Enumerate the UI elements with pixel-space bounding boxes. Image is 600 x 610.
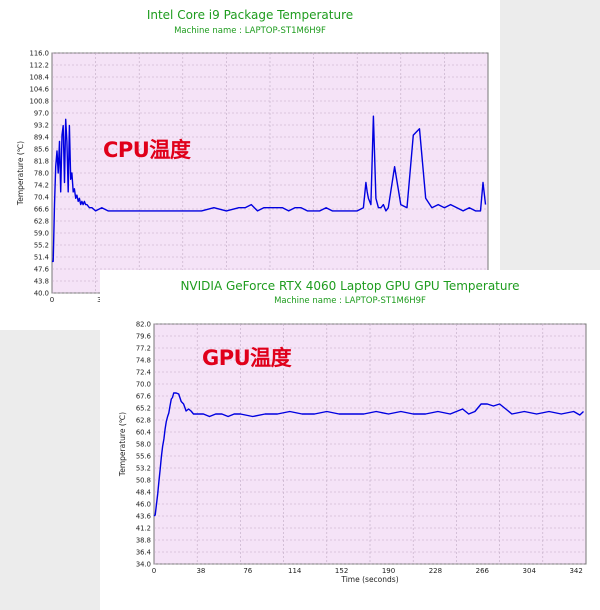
cpu-y-tick-label: 108.4: [30, 74, 49, 82]
gpu-y-tick-label: 41.2: [136, 525, 151, 533]
cpu-chart-svg: 116.0 112.2 108.4 104.6 100.8 97.0 93.2 89.4 85.…: [16, 50, 489, 304]
gpu-chart-subtitle: Machine name : LAPTOP-ST1M6H9F: [274, 296, 426, 306]
cpu-y-tick-label: 85.6: [34, 146, 49, 154]
cpu-temperature-chart: Intel Core i9 Package Temperature Machin…: [0, 0, 500, 330]
cpu-y-tick-label: 40.0: [34, 290, 49, 298]
cpu-series-line: [52, 115, 487, 263]
gpu-y-tick-label: 53.2: [136, 465, 151, 473]
cpu-chart-subtitle: Machine name : LAPTOP-ST1M6H9F: [174, 26, 326, 36]
gpu-x-tick-label: 152: [335, 567, 348, 575]
gpu-overlay-label: GPU温度: [202, 346, 292, 370]
gpu-y-tick-label: 38.8: [136, 537, 151, 545]
gpu-y-tick-label: 55.6: [136, 453, 151, 461]
cpu-overlay-label: CPU温度: [103, 138, 191, 162]
gpu-y-tick-label: 48.4: [136, 489, 151, 497]
cpu-y-tick-label: 59.0: [34, 230, 49, 238]
gpu-y-tick-label: 82.0: [136, 321, 151, 329]
gpu-y-tick-label: 50.8: [136, 477, 151, 485]
gpu-y-tick-label: 43.6: [136, 513, 151, 521]
cpu-y-tick-label: 112.2: [30, 62, 49, 70]
gpu-series-line: [153, 392, 584, 517]
cpu-y-tick-label: 116.0: [30, 50, 49, 58]
gpu-x-axis-label: Time (seconds): [340, 575, 398, 584]
cpu-y-tick-label: 89.4: [34, 134, 49, 142]
cpu-y-tick-label: 100.8: [30, 98, 49, 106]
gpu-y-tick-label: 62.8: [136, 417, 151, 425]
gpu-x-tick-label: 190: [382, 567, 395, 575]
gpu-y-tick-label: 58.0: [136, 441, 151, 449]
cpu-y-tick-label: 70.4: [34, 194, 49, 202]
cpu-y-tick-label: 104.6: [30, 86, 49, 94]
gpu-x-tick-label: 0: [152, 567, 156, 575]
gpu-x-tick-label: 342: [569, 567, 582, 575]
cpu-y-tick-label: 62.8: [34, 218, 49, 226]
gpu-temperature-chart: NVIDIA GeForce RTX 4060 Laptop GPU GPU T…: [100, 270, 600, 610]
cpu-y-tick-label: 78.0: [34, 170, 49, 178]
cpu-y-axis-label: Temperature (℃): [16, 141, 25, 206]
cpu-y-tick-label: 51.4: [34, 254, 49, 262]
gpu-y-axis-label: Temperature (℃): [118, 412, 127, 477]
gpu-y-tick-label: 34.0: [136, 561, 151, 569]
gpu-chart-svg: 82.0 79.6 77.2 74.8 72.4 70.0 67.6 65.2 62.8 60.4…: [118, 321, 587, 584]
gpu-x-tick-label: 228: [429, 567, 442, 575]
gpu-x-tick-label: 38: [196, 567, 205, 575]
cpu-y-tick-label: 47.6: [34, 266, 49, 274]
gpu-y-tick-label: 77.2: [136, 345, 151, 353]
cpu-y-tick-label: 97.0: [34, 110, 49, 118]
cpu-y-tick-label: 93.2: [34, 122, 49, 130]
gpu-x-tick-label: 304: [523, 567, 537, 575]
gpu-x-tick-label: 114: [288, 567, 302, 575]
gpu-y-tick-label: 74.8: [136, 357, 151, 365]
gpu-y-tick-label: 36.4: [136, 549, 151, 557]
gpu-y-tick-label: 72.4: [136, 369, 151, 377]
gpu-y-tick-label: 70.0: [136, 381, 151, 389]
cpu-x-tick-label: 3: [97, 296, 101, 304]
gpu-y-tick-label: 46.0: [136, 501, 151, 509]
cpu-y-tick-label: 66.6: [34, 206, 49, 214]
cpu-y-tick-label: 55.2: [34, 242, 49, 250]
cpu-chart-title: Intel Core i9 Package Temperature: [146, 8, 354, 22]
gpu-y-tick-label: 79.6: [136, 333, 151, 341]
cpu-y-tick-label: 81.8: [34, 158, 49, 166]
cpu-y-tick-label: 74.2: [34, 182, 49, 190]
gpu-x-tick-label: 76: [243, 567, 252, 575]
gpu-x-tick-label: 266: [476, 567, 490, 575]
gpu-y-tick-label: 65.2: [136, 405, 151, 413]
gpu-y-tick-label: 67.6: [136, 393, 151, 401]
gpu-chart-title: NVIDIA GeForce RTX 4060 Laptop GPU GPU T…: [180, 279, 520, 293]
cpu-x-tick-label: 0: [50, 296, 54, 304]
gpu-y-tick-label: 60.4: [136, 429, 151, 437]
cpu-y-tick-label: 43.8: [34, 278, 49, 286]
